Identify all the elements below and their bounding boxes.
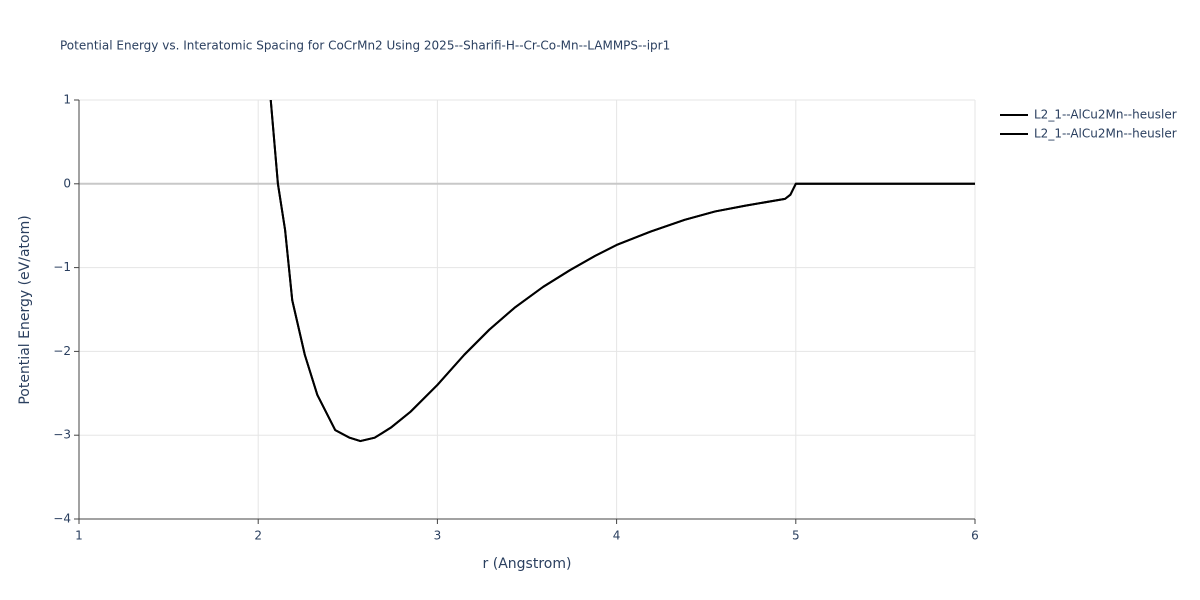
- y-tick-label: −2: [53, 344, 71, 358]
- y-tick-label: 1: [63, 93, 71, 107]
- x-tick-label: 6: [971, 529, 979, 543]
- y-tick-label: −4: [53, 512, 71, 526]
- x-tick-label: 3: [434, 529, 442, 543]
- x-tick-label: 1: [75, 529, 83, 543]
- grid: 1 2 3 4 5 6 −4 −3 −2 −1 0 1: [53, 93, 979, 543]
- chart-title: Potential Energy vs. Interatomic Spacing…: [60, 39, 670, 53]
- y-axis-title: Potential Energy (eV/atom): [17, 215, 33, 404]
- legend-label: L2_1--AlCu2Mn--heusler: [1034, 108, 1177, 122]
- y-tick-label: −3: [53, 428, 71, 442]
- x-tick-label: 4: [613, 529, 621, 543]
- legend-label: L2_1--AlCu2Mn--heusler: [1034, 127, 1177, 141]
- data-line: [269, 100, 975, 443]
- x-axis-title: r (Angstrom): [483, 556, 572, 572]
- x-tick-label: 2: [254, 529, 262, 543]
- plot-area: [269, 100, 975, 443]
- legend: L2_1--AlCu2Mn--heusler L2_1--AlCu2Mn--heu…: [1000, 108, 1177, 141]
- x-tick-label: 5: [792, 529, 800, 543]
- data-line: [269, 100, 975, 443]
- y-tick-label: 0: [63, 176, 71, 190]
- y-tick-label: −1: [53, 260, 71, 274]
